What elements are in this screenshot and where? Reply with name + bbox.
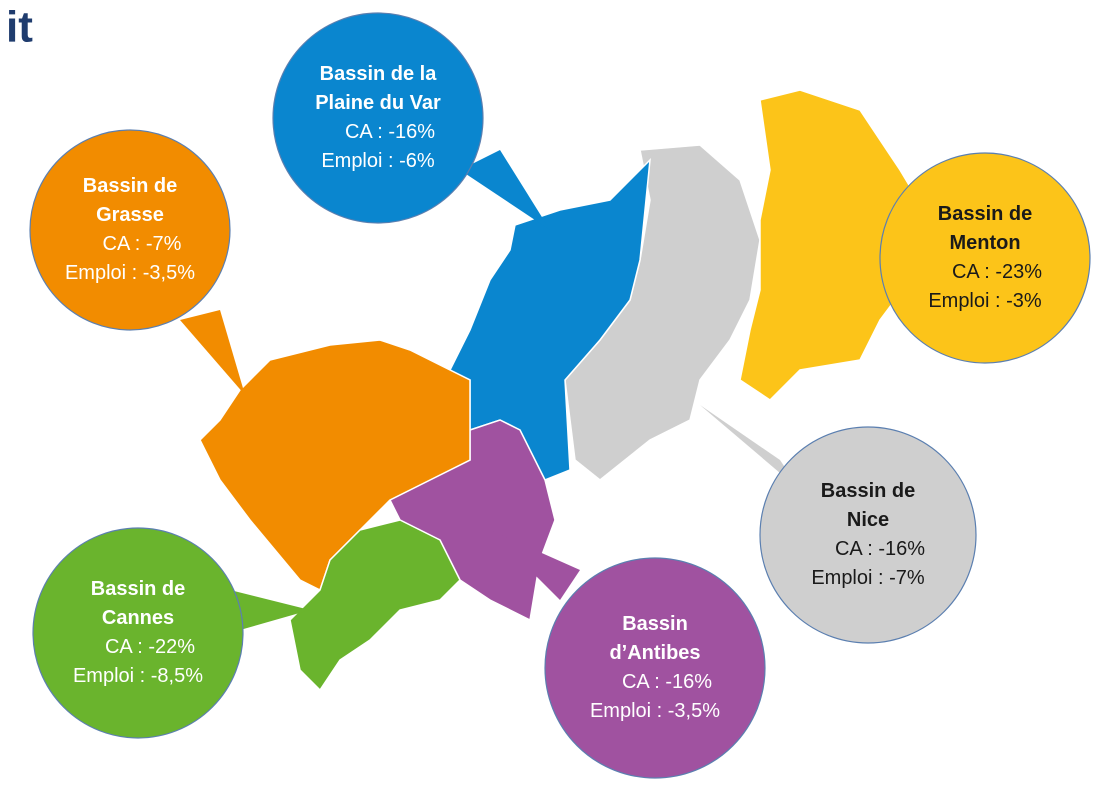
bubble-name: Bassin de — [938, 203, 1032, 225]
title: it — [6, 3, 33, 52]
bubble-ca: CA : -16% — [345, 121, 435, 143]
pointers — [180, 150, 890, 630]
bubble-name: Nice — [847, 509, 889, 531]
bubble — [544, 557, 766, 779]
bubble-name: Bassin de — [83, 175, 177, 197]
bubble-emploi: Emploi : -7% — [811, 567, 925, 589]
bubble-name: Cannes — [102, 607, 174, 629]
bubble — [29, 129, 231, 331]
bubble-emploi: Emploi : -8,5% — [73, 665, 203, 687]
bubble-emploi: Emploi : -3,5% — [590, 700, 720, 722]
region-grasse — [199, 339, 471, 592]
bubble-ca: CA : -16% — [622, 671, 712, 693]
bubble-ca: CA : -7% — [103, 233, 182, 255]
bubble-emploi: Emploi : -3,5% — [65, 262, 195, 284]
pointer — [490, 530, 580, 600]
region-menton — [739, 89, 931, 401]
bubble-name: Plaine du Var — [315, 92, 441, 114]
bubble — [272, 12, 484, 224]
bubble-name: Bassin de — [821, 480, 915, 502]
bubble-name: Menton — [949, 232, 1020, 254]
bubble-ca: CA : -22% — [105, 636, 195, 658]
bubble-ca: CA : -16% — [835, 538, 925, 560]
region-cannes — [289, 519, 461, 692]
pointer — [230, 590, 310, 630]
bubble-name: Bassin de la — [320, 63, 438, 85]
pointer — [460, 150, 550, 230]
pointer — [700, 405, 800, 490]
map — [199, 89, 931, 692]
bubble-name: d’Antibes — [609, 642, 700, 664]
bubbles: Bassin de la Plaine du Var CA : -16% Emploi… — [29, 12, 1091, 779]
pointer — [860, 200, 890, 230]
bubble — [759, 426, 977, 644]
pointer — [180, 310, 245, 395]
bubble — [32, 527, 244, 739]
bubble — [879, 152, 1091, 364]
bubble-name: Bassin de — [91, 578, 185, 600]
bubble-name: Grasse — [96, 204, 164, 226]
bubble-ca: CA : -23% — [952, 261, 1042, 283]
bubble-emploi: Emploi : -6% — [321, 150, 435, 172]
bubble-name: Bassin — [622, 613, 688, 635]
bubble-emploi: Emploi : -3% — [928, 290, 1042, 312]
